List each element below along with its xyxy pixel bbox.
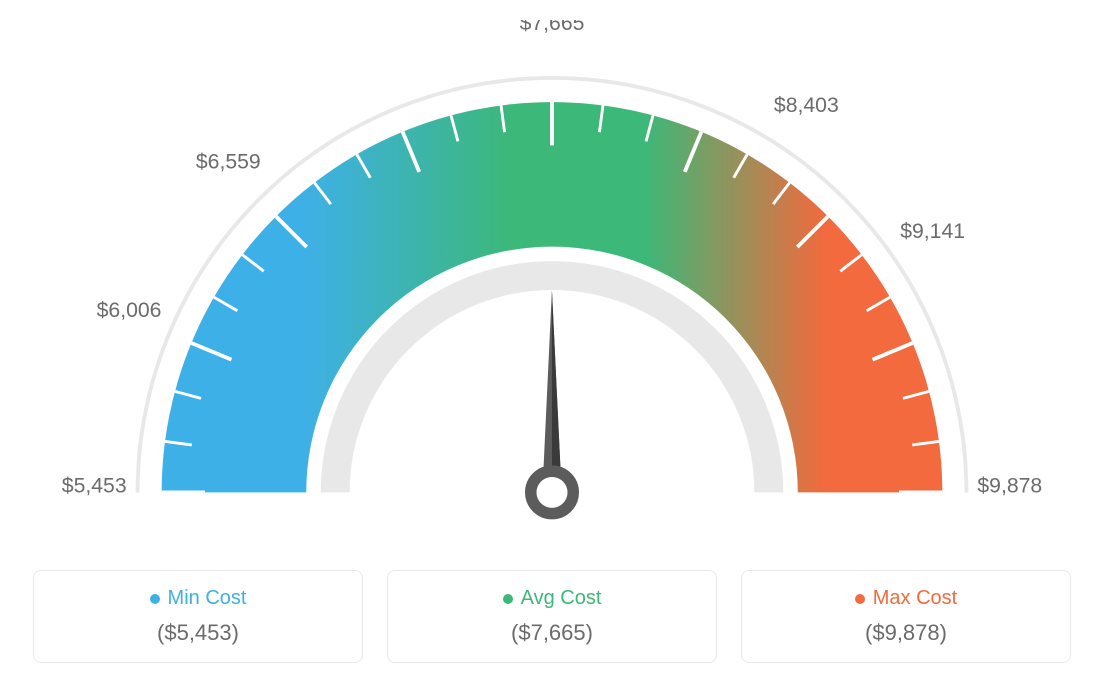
cost-cards-row: Min Cost ($5,453) Avg Cost ($7,665) Max … — [20, 570, 1084, 663]
gauge-svg: $5,453 $6,006 $6,559 $7,665 $8,403 $9,141 $9,8… — [20, 20, 1084, 560]
gauge-tick-label: $6,006 — [97, 299, 162, 322]
min-cost-label: Min Cost — [58, 587, 338, 610]
gauge-tick-label: $9,878 — [977, 474, 1042, 497]
avg-dot-icon — [503, 594, 513, 604]
gauge-tick-label: $7,665 — [520, 20, 585, 35]
max-dot-icon — [855, 594, 865, 604]
min-cost-card: Min Cost ($5,453) — [33, 570, 363, 663]
min-cost-value: ($5,453) — [58, 620, 338, 646]
avg-cost-value: ($7,665) — [412, 620, 692, 646]
max-cost-card: Max Cost ($9,878) — [741, 570, 1071, 663]
gauge-tick-label: $5,453 — [62, 474, 127, 497]
gauge-tick-label: $8,403 — [774, 94, 839, 117]
min-dot-icon — [150, 594, 160, 604]
gauge-tick-label: $9,141 — [900, 220, 965, 243]
min-cost-label-text: Min Cost — [168, 587, 247, 610]
avg-cost-label: Avg Cost — [412, 587, 692, 610]
max-cost-label: Max Cost — [766, 587, 1046, 610]
gauge-tick-label: $6,559 — [196, 151, 261, 174]
gauge-chart: $5,453 $6,006 $6,559 $7,665 $8,403 $9,141 $9,8… — [20, 20, 1084, 560]
max-cost-label-text: Max Cost — [873, 587, 957, 610]
max-cost-value: ($9,878) — [766, 620, 1046, 646]
avg-cost-label-text: Avg Cost — [521, 587, 602, 610]
avg-cost-card: Avg Cost ($7,665) — [387, 570, 717, 663]
